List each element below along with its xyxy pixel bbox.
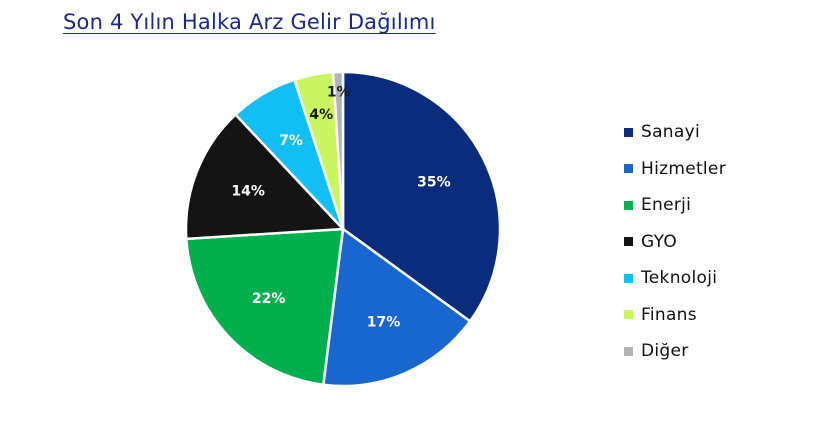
legend-item-hizmetler: Hizmetler (624, 151, 726, 188)
data-label-gyo: 14% (231, 183, 265, 199)
legend-label: Diğer (641, 341, 689, 362)
legend-swatch (624, 346, 633, 356)
data-label-teknoloji: 7% (279, 133, 303, 149)
data-label-finans: 4% (309, 107, 333, 123)
legend-label: Enerji (641, 195, 692, 216)
data-label-diger: 1% (327, 84, 351, 100)
chart-title: Son 4 Yılın Halka Arz Gelir Dağılımı (63, 10, 436, 34)
legend-label: Hizmetler (641, 158, 726, 179)
legend-item-finans: Finans (624, 297, 726, 334)
pie-slice-enerji (185, 227, 345, 387)
chart-legend: Sanayi Hizmetler Enerji GYO Teknoloji Finans D… (624, 114, 726, 370)
legend-item-diger: Diğer (624, 333, 726, 370)
legend-swatch (624, 310, 633, 320)
data-label-enerji: 22% (252, 291, 286, 307)
legend-item-sanayi: Sanayi (624, 114, 726, 151)
pie-slice-hizmetler (322, 227, 472, 388)
pie-slice-diger (331, 70, 345, 231)
legend-swatch (624, 164, 633, 174)
legend-item-teknoloji: Teknoloji (624, 260, 726, 297)
legend-swatch (624, 237, 633, 247)
pie-slice-gyo (184, 113, 345, 241)
pie-slice-sanayi (341, 70, 502, 323)
legend-swatch (624, 200, 633, 210)
legend-label: Sanayi (641, 122, 700, 143)
legend-swatch (624, 273, 633, 283)
data-label-hizmetler: 17% (367, 315, 401, 331)
legend-label: Finans (641, 304, 697, 325)
legend-item-gyo: GYO (624, 224, 726, 261)
legend-item-enerji: Enerji (624, 187, 726, 224)
legend-swatch (624, 127, 633, 137)
legend-label: Teknoloji (641, 268, 718, 289)
data-label-sanayi: 35% (417, 175, 451, 191)
legend-label: GYO (641, 231, 678, 252)
